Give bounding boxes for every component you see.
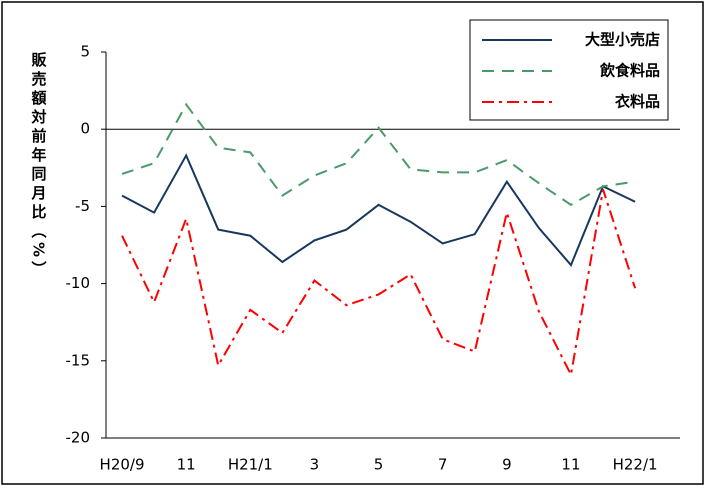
series-line <box>121 153 636 267</box>
y-tick-label: -10 <box>66 274 91 292</box>
legend-label: 大型小売店 <box>585 31 660 49</box>
x-tick-label: 5 <box>374 456 384 474</box>
x-tick-label: 7 <box>438 456 448 474</box>
x-tick-label: 11 <box>177 456 196 474</box>
series-line <box>121 102 636 207</box>
x-tick-label: 3 <box>310 456 320 474</box>
y-tick-label: 5 <box>80 43 90 61</box>
x-tick-label: H22/1 <box>613 456 658 474</box>
x-tick-label: 11 <box>561 456 580 474</box>
legend-label: 衣料品 <box>615 93 660 111</box>
legend-label: 飲食料品 <box>599 62 660 80</box>
x-tick-label: H20/9 <box>100 456 145 474</box>
x-tick-label: H21/1 <box>228 456 273 474</box>
y-axis-label: 販売額対前年同月比（%） <box>30 51 48 280</box>
y-tick-label: -20 <box>66 429 91 447</box>
x-tick-label: 9 <box>502 456 512 474</box>
series-line <box>121 189 637 378</box>
y-tick-label: 0 <box>80 120 90 138</box>
y-tick-label: -15 <box>66 351 91 369</box>
y-tick-label: -5 <box>75 197 90 215</box>
